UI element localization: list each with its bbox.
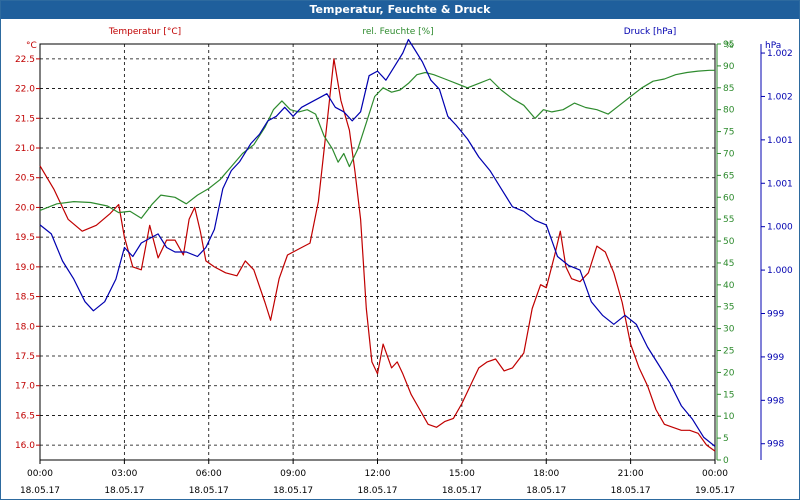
temperature-tick-label: 22.5: [15, 55, 35, 65]
pressure-tick-label: 1.000: [767, 223, 793, 233]
humidity-tick-label: 65: [723, 171, 734, 181]
series-lines: [39, 38, 716, 452]
temperature-tick-label: 19.5: [15, 233, 35, 243]
humidity-tick-label: 60: [723, 193, 735, 203]
x-tick-date: 18.05.17: [20, 486, 60, 496]
x-tick-time: 00:00: [702, 469, 728, 479]
x-tick-date: 18.05.17: [104, 486, 144, 496]
humidity-tick-label: 95: [723, 40, 734, 50]
humidity-tick-label: 50: [723, 237, 735, 247]
pressure-series-line: [39, 38, 716, 447]
humidity-tick-label: 20: [723, 368, 735, 378]
pressure-tick-label: 1.002: [767, 92, 793, 102]
x-tick-date: 18.05.17: [611, 486, 651, 496]
humidity-tick-label: 35: [723, 303, 734, 313]
temperature-tick-label: 18.0: [15, 322, 35, 332]
pressure-tick-label: 1.001: [767, 136, 793, 146]
humidity-tick-label: 5: [723, 434, 729, 444]
humidity-tick-label: 10: [723, 412, 735, 422]
humidity-series-label: rel. Feuchte [%]: [362, 27, 433, 37]
humidity-tick-label: 70: [723, 149, 735, 159]
humidity-tick-label: 15: [723, 390, 734, 400]
pressure-series-label: Druck [hPa]: [624, 27, 677, 37]
pressure-unit-label: hPa: [765, 41, 781, 51]
humidity-tick-label: 30: [723, 325, 735, 335]
temperature-tick-label: 16.5: [15, 411, 35, 421]
pressure-tick-label: 1.000: [767, 266, 793, 276]
x-tick-date: 18.05.17: [189, 486, 229, 496]
temperature-series-label: Temperatur [°C]: [108, 27, 181, 37]
axes: 00:00 18.05.17 03:00 18.05.17 06:00 18.05.17 0…: [15, 40, 793, 496]
temperature-unit-label: °C: [26, 41, 37, 51]
x-tick-time: 03:00: [111, 469, 137, 479]
x-tick-date: 18.05.17: [526, 486, 566, 496]
humidity-tick-label: 45: [723, 259, 734, 269]
pressure-tick-label: 998: [767, 396, 784, 406]
temperature-series-line: [39, 58, 716, 452]
temperature-tick-label: 19.0: [15, 263, 35, 273]
temperature-tick-label: 22.0: [15, 85, 35, 95]
x-tick-date: 19.05.17: [695, 486, 735, 496]
pressure-tick-label: 999: [767, 353, 784, 363]
temperature-tick-label: 21.0: [15, 144, 35, 154]
temperature-tick-label: 20.5: [15, 174, 35, 184]
humidity-series-line: [39, 69, 715, 219]
x-tick-time: 21:00: [618, 469, 644, 479]
x-tick-date: 18.05.17: [357, 486, 397, 496]
x-tick-date: 18.05.17: [273, 486, 313, 496]
pressure-tick-label: 1.002: [767, 49, 793, 59]
humidity-tick-label: 90: [723, 62, 735, 72]
x-tick-time: 06:00: [196, 469, 222, 479]
temperature-tick-label: 16.0: [15, 441, 35, 451]
pressure-tick-label: 999: [767, 309, 784, 319]
humidity-unit-label: %: [725, 41, 734, 51]
humidity-tick-label: 40: [723, 281, 735, 291]
humidity-tick-label: 0: [723, 456, 729, 466]
temperature-tick-label: 17.0: [15, 382, 35, 392]
pressure-tick-label: 1.001: [767, 179, 793, 189]
humidity-tick-label: 85: [723, 84, 734, 94]
window-title: Temperatur, Feuchte & Druck: [1, 1, 799, 19]
temperature-tick-label: 17.5: [15, 352, 35, 362]
x-tick-date: 18.05.17: [442, 486, 482, 496]
temperature-tick-label: 20.0: [15, 203, 35, 213]
x-tick-time: 18:00: [533, 469, 559, 479]
x-tick-time: 09:00: [280, 469, 306, 479]
x-tick-time: 00:00: [27, 469, 53, 479]
humidity-tick-label: 75: [723, 128, 734, 138]
temperature-tick-label: 21.5: [15, 114, 35, 124]
humidity-tick-label: 25: [723, 347, 734, 357]
temperature-tick-label: 18.5: [15, 293, 35, 303]
x-tick-time: 15:00: [449, 469, 475, 479]
humidity-tick-label: 80: [723, 106, 735, 116]
grid: [39, 43, 716, 461]
pressure-tick-label: 998: [767, 440, 784, 450]
humidity-tick-label: 55: [723, 215, 734, 225]
x-tick-time: 12:00: [365, 469, 391, 479]
